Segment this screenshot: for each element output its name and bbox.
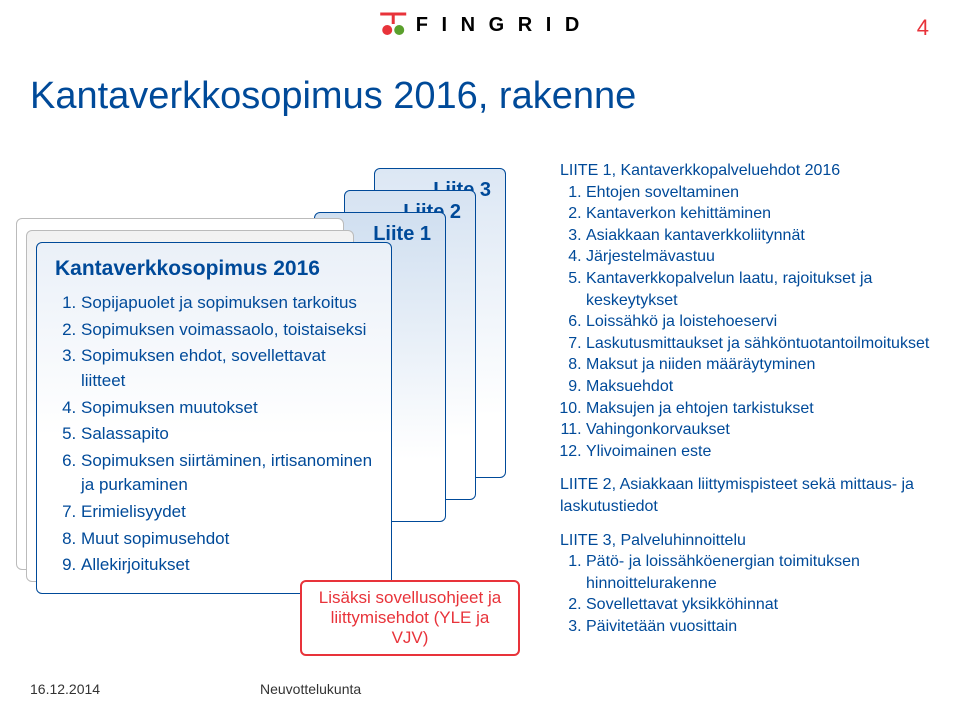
- list-item: Allekirjoitukset: [81, 553, 373, 578]
- list-item: Sopimuksen voimassaolo, toistaiseksi: [81, 318, 373, 343]
- list-item: Sopijapuolet ja sopimuksen tarkoitus: [81, 291, 373, 316]
- list-item: Ehtojen soveltaminen: [586, 182, 930, 204]
- list-item: Maksuehdot: [586, 376, 930, 398]
- list-item: Kantaverkon kehittäminen: [586, 203, 930, 225]
- list-item: Asiakkaan kantaverkkoliitynnät: [586, 225, 930, 247]
- liite3-list: Pätö- ja loissähköenergian toimituksen h…: [560, 551, 930, 637]
- list-item: Maksujen ja ehtojen tarkistukset: [586, 398, 930, 420]
- fingrid-logo: F I N G R I D: [376, 10, 584, 40]
- list-item: Sopimuksen siirtäminen, irtisanominen ja…: [81, 449, 373, 498]
- list-item: Kantaverkkopalvelun laatu, rajoitukset j…: [586, 268, 930, 311]
- list-item: Päivitetään vuosittain: [586, 616, 930, 638]
- left-diagram: Liite 3 Liite 2 Liite 1 Kantaverkkosopim…: [30, 180, 500, 580]
- list-item: Laskutusmittaukset ja sähköntuotantoilmo…: [586, 333, 930, 355]
- logo-text: F I N G R I D: [416, 14, 584, 37]
- footer-date: 16.12.2014: [30, 681, 100, 697]
- liite3-heading: LIITE 3, Palveluhinnoittelu: [560, 530, 930, 552]
- main-contract-card: Kantaverkkosopimus 2016 Sopijapuolet ja …: [36, 242, 392, 594]
- list-item: Järjestelmävastuu: [586, 246, 930, 268]
- liite2-text: LIITE 2, Asiakkaan liittymispisteet sekä…: [560, 474, 930, 517]
- logo-mark-icon: [376, 10, 410, 40]
- list-item: Maksut ja niiden määräytyminen: [586, 354, 930, 376]
- right-text-column: LIITE 1, Kantaverkkopalveluehdot 2016 Eh…: [560, 150, 930, 649]
- list-item: Muut sopimusehdot: [81, 527, 373, 552]
- slide-title: Kantaverkkosopimus 2016, rakenne: [30, 75, 636, 118]
- liite1-heading: LIITE 1, Kantaverkkopalveluehdot 2016: [560, 160, 930, 182]
- page-number: 4: [917, 15, 929, 41]
- list-item: Salassapito: [81, 422, 373, 447]
- additional-note-box: Lisäksi sovellusohjeet ja liittymisehdot…: [300, 580, 520, 656]
- list-item: Sopimuksen muutokset: [81, 396, 373, 421]
- list-item: Pätö- ja loissähköenergian toimituksen h…: [586, 551, 930, 594]
- main-card-title: Kantaverkkosopimus 2016: [55, 257, 373, 281]
- liite1-list: Ehtojen soveltaminen Kantaverkon kehittä…: [560, 182, 930, 463]
- list-item: Sovellettavat yksikköhinnat: [586, 594, 930, 616]
- list-item: Vahingonkorvaukset: [586, 419, 930, 441]
- main-card-list: Sopijapuolet ja sopimuksen tarkoitus Sop…: [55, 291, 373, 578]
- footer-center: Neuvottelukunta: [260, 681, 361, 697]
- list-item: Erimielisyydet: [81, 500, 373, 525]
- list-item: Loissähkö ja loistehoeservi: [586, 311, 930, 333]
- list-item: Ylivoimainen este: [586, 441, 930, 463]
- list-item: Sopimuksen ehdot, sovellettavat liitteet: [81, 344, 373, 393]
